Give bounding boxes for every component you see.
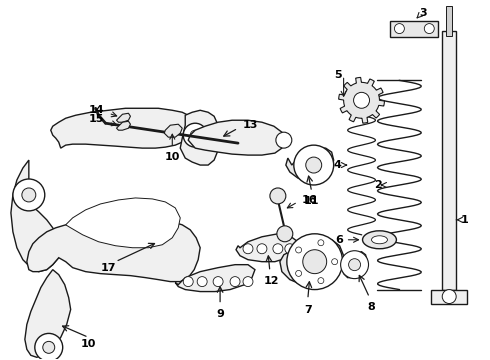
Polygon shape [236, 234, 298, 262]
Polygon shape [180, 110, 220, 165]
Ellipse shape [363, 231, 396, 249]
Polygon shape [25, 270, 71, 357]
Circle shape [295, 247, 302, 253]
Text: 10: 10 [81, 339, 97, 350]
Circle shape [341, 251, 368, 279]
Circle shape [354, 92, 369, 108]
Bar [442, 31, 456, 289]
Circle shape [424, 24, 434, 33]
Circle shape [243, 244, 253, 254]
Text: 1: 1 [461, 215, 469, 225]
Circle shape [442, 289, 456, 303]
Circle shape [13, 179, 45, 211]
Polygon shape [164, 124, 182, 137]
Circle shape [190, 130, 200, 140]
Text: 15: 15 [89, 114, 104, 124]
Polygon shape [66, 198, 180, 248]
Circle shape [197, 276, 207, 287]
Text: 4: 4 [334, 160, 342, 170]
Polygon shape [286, 148, 334, 182]
Circle shape [276, 132, 292, 148]
Circle shape [257, 244, 267, 254]
Text: 9: 9 [216, 310, 224, 319]
Bar [431, 289, 467, 303]
Circle shape [183, 276, 193, 287]
Text: 5: 5 [334, 71, 342, 80]
Polygon shape [339, 77, 385, 123]
Polygon shape [117, 121, 130, 130]
Circle shape [243, 276, 253, 287]
Text: 7: 7 [304, 305, 312, 315]
Circle shape [43, 341, 55, 353]
Text: 10: 10 [165, 152, 180, 162]
Circle shape [294, 145, 334, 185]
Polygon shape [117, 113, 130, 122]
Text: 17: 17 [101, 263, 116, 273]
Circle shape [394, 24, 404, 33]
Circle shape [277, 226, 293, 242]
Circle shape [348, 259, 361, 271]
Circle shape [22, 188, 36, 202]
Circle shape [285, 244, 295, 254]
Polygon shape [342, 252, 368, 278]
Circle shape [230, 276, 240, 287]
Bar [446, 6, 452, 36]
Circle shape [273, 244, 283, 254]
Text: 3: 3 [419, 8, 427, 18]
Bar [391, 21, 438, 37]
Polygon shape [27, 217, 200, 282]
Text: 2: 2 [374, 180, 382, 190]
Text: 11: 11 [304, 196, 319, 206]
Circle shape [318, 278, 324, 284]
Polygon shape [175, 265, 255, 292]
Text: 14: 14 [89, 105, 104, 115]
Polygon shape [51, 108, 196, 148]
Circle shape [295, 270, 302, 276]
Text: 12: 12 [264, 276, 280, 285]
Circle shape [270, 188, 286, 204]
Text: 16: 16 [302, 195, 318, 205]
Ellipse shape [371, 236, 388, 244]
Text: 6: 6 [336, 235, 343, 245]
Text: 13: 13 [243, 120, 258, 130]
Polygon shape [188, 120, 286, 155]
Circle shape [183, 123, 207, 147]
Circle shape [303, 250, 327, 274]
Text: 8: 8 [368, 302, 375, 311]
Circle shape [213, 276, 223, 287]
Circle shape [318, 240, 324, 246]
Circle shape [332, 259, 338, 265]
Circle shape [287, 234, 343, 289]
Polygon shape [11, 160, 61, 272]
Polygon shape [280, 238, 343, 288]
Circle shape [306, 157, 322, 173]
Circle shape [35, 333, 63, 360]
